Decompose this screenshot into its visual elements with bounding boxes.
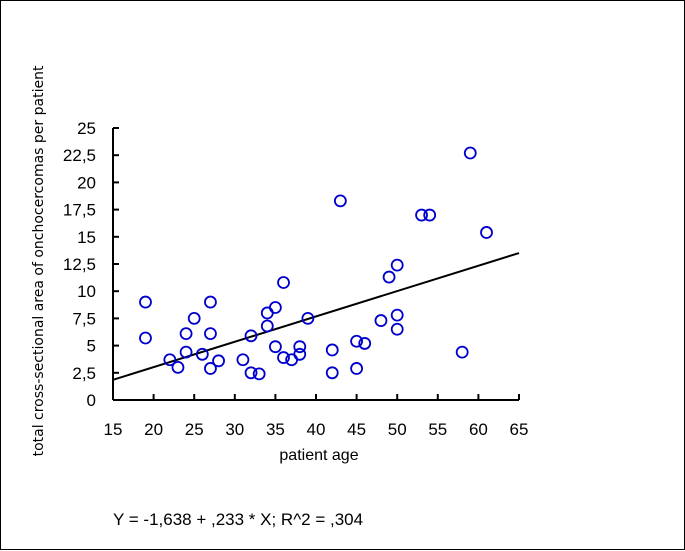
data-point (204, 362, 217, 375)
data-point (268, 340, 282, 354)
x-axis-ticks: 15 20 25 30 35 40 45 50 55 60 65 (104, 394, 529, 439)
y-axis-ticks: 0 2,5 5 7,5 10 12,5 15 17,5 20 22,5 25 (63, 119, 119, 410)
data-point (187, 311, 201, 325)
data-point (212, 354, 225, 368)
axes (112, 128, 519, 401)
data-point (171, 360, 185, 374)
y-tick-label: 10 (77, 282, 96, 301)
data-point (325, 343, 339, 357)
x-tick-label: 60 (469, 420, 488, 439)
y-tick-label: 5 (87, 337, 96, 356)
data-point (350, 362, 364, 375)
x-tick-label: 20 (144, 420, 163, 439)
data-point (277, 351, 290, 364)
data-point (252, 367, 266, 381)
data-point (139, 295, 152, 309)
x-tick-label: 15 (104, 420, 123, 439)
data-point (382, 270, 396, 284)
data-point (236, 353, 250, 367)
data-point (268, 301, 282, 314)
regression-line (112, 252, 520, 381)
data-points (139, 146, 493, 381)
data-point (260, 306, 274, 320)
data-point (260, 319, 274, 333)
data-point (139, 331, 152, 345)
x-tick-label: 30 (225, 420, 244, 439)
regression-equation: Y = -1,638 + ,233 * X; R^2 = ,304 (113, 510, 363, 529)
data-point (301, 311, 315, 325)
data-point (204, 327, 217, 341)
data-point (333, 194, 347, 208)
y-tick-label: 0 (87, 391, 96, 410)
data-point (350, 334, 364, 348)
x-tick-label: 45 (347, 420, 366, 439)
data-point (390, 258, 404, 272)
x-tick-label: 65 (510, 420, 529, 439)
data-point (390, 322, 404, 336)
y-tick-label: 22,5 (63, 146, 96, 165)
data-point (244, 366, 258, 380)
data-point (163, 353, 177, 367)
data-point (480, 226, 493, 239)
data-point (179, 327, 193, 341)
y-tick-label: 17,5 (63, 201, 96, 220)
x-tick-label: 25 (185, 420, 204, 439)
data-point (358, 337, 372, 350)
regression-line-group (112, 252, 520, 381)
y-axis-label: total cross-sectional area of onchocerco… (31, 65, 47, 456)
y-tick-label: 7,5 (72, 309, 96, 328)
data-point (423, 208, 437, 222)
y-tick-label: 25 (77, 119, 96, 138)
data-point (293, 347, 307, 361)
data-point (293, 340, 307, 354)
data-point (195, 347, 209, 361)
data-point (455, 345, 469, 359)
x-axis-label: patient age (279, 447, 358, 464)
y-tick-label: 20 (77, 173, 96, 192)
y-tick-label: 12,5 (63, 255, 96, 274)
data-point (415, 208, 428, 222)
data-point (277, 276, 290, 289)
data-point (463, 146, 477, 160)
x-tick-label: 50 (388, 420, 407, 439)
data-point (390, 308, 404, 322)
y-tick-label: 2,5 (72, 364, 96, 383)
x-tick-label: 40 (307, 420, 326, 439)
x-tick-label: 35 (266, 420, 285, 439)
data-point (204, 295, 217, 309)
data-point (325, 366, 339, 380)
x-tick-label: 55 (428, 420, 447, 439)
data-point (244, 329, 258, 343)
data-point (179, 345, 193, 359)
data-point (374, 314, 388, 327)
y-tick-label: 15 (77, 228, 96, 247)
